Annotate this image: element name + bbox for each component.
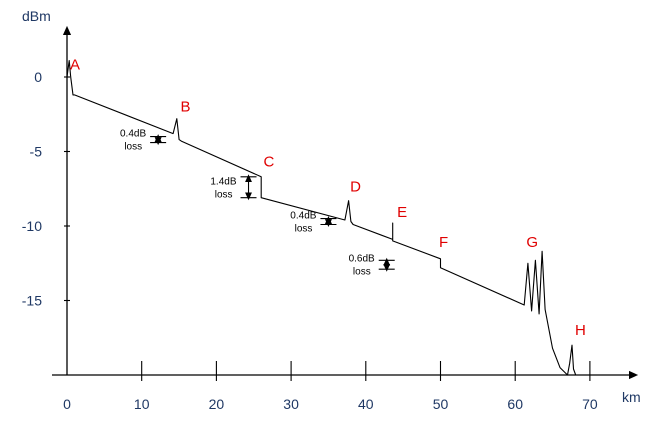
y-axis-unit: dBm bbox=[22, 8, 51, 24]
loss-annotation: 0.4dB loss bbox=[290, 211, 337, 235]
y-tick-label: -10 bbox=[22, 218, 42, 234]
loss-annotations: 0.4dB loss 1.4dB loss 0.4dB loss 0.6dB loss bbox=[120, 129, 395, 278]
x-tick-label: 40 bbox=[358, 396, 374, 412]
loss-value: 1.4dB bbox=[210, 176, 236, 187]
loss-unit: loss bbox=[124, 142, 142, 153]
event-label-f: F bbox=[439, 234, 448, 251]
x-axis-unit: km bbox=[622, 389, 641, 405]
x-tick-label: 30 bbox=[283, 396, 299, 412]
y-tick-label: -15 bbox=[22, 293, 42, 309]
loss-annotation: 0.6dB loss bbox=[349, 254, 395, 278]
event-label-e: E bbox=[397, 204, 407, 221]
event-labels: A B C D E F G H bbox=[70, 57, 586, 339]
event-label-a: A bbox=[70, 57, 80, 74]
x-tick-label: 0 bbox=[63, 396, 71, 412]
event-label-c: C bbox=[263, 153, 274, 170]
event-label-g: G bbox=[526, 234, 538, 251]
x-tick-label: 10 bbox=[134, 396, 150, 412]
x-tick-label: 20 bbox=[209, 396, 225, 412]
loss-value: 0.4dB bbox=[120, 129, 146, 140]
event-label-h: H bbox=[575, 322, 586, 339]
loss-annotation: 1.4dB loss bbox=[210, 174, 257, 200]
otdr-trace bbox=[66, 60, 578, 376]
loss-annotation: 0.4dB loss bbox=[120, 129, 167, 153]
x-tick-label: 60 bbox=[507, 396, 523, 412]
loss-unit: loss bbox=[295, 224, 313, 235]
y-tick-label: -5 bbox=[30, 144, 43, 160]
loss-value: 0.6dB bbox=[349, 254, 375, 265]
x-tick-label: 50 bbox=[433, 396, 449, 412]
ticks: 0 10 20 30 40 50 60 70 0 -5 -10 -15 bbox=[22, 69, 598, 412]
event-label-b: B bbox=[181, 98, 191, 115]
loss-unit: loss bbox=[353, 267, 371, 278]
x-tick-label: 70 bbox=[582, 396, 598, 412]
y-tick-label: 0 bbox=[34, 69, 42, 85]
event-label-d: D bbox=[350, 179, 361, 196]
axes: dBm km bbox=[22, 8, 641, 405]
loss-unit: loss bbox=[215, 189, 233, 200]
loss-value: 0.4dB bbox=[290, 211, 316, 222]
